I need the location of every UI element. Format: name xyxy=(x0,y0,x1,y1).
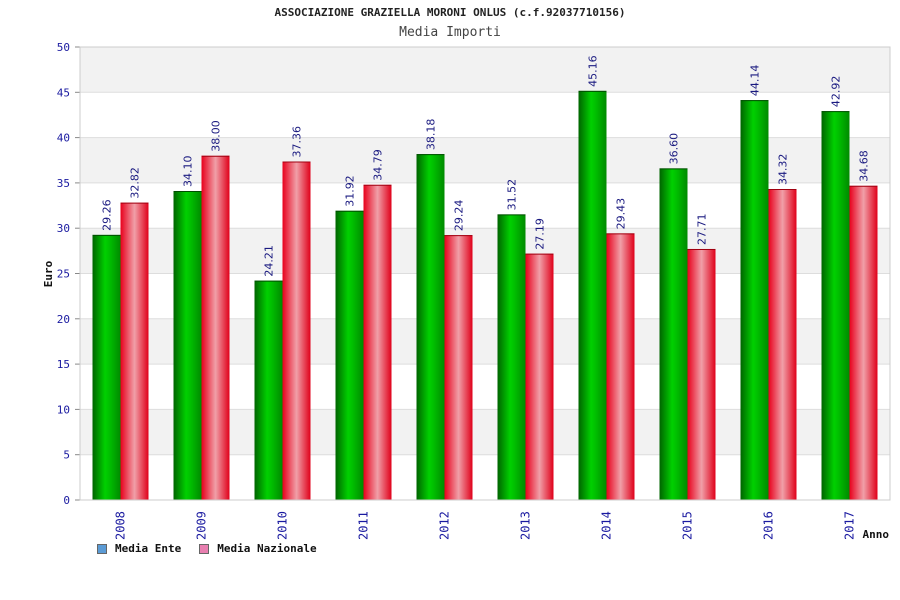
data-label: 38.18 xyxy=(425,119,438,151)
x-tick-label: 2016 xyxy=(762,511,776,540)
bar-media-ente xyxy=(173,191,202,500)
bar-media-ente xyxy=(740,100,769,500)
legend-swatch-media-nazionale xyxy=(199,543,210,554)
bar-media-ente xyxy=(821,111,850,500)
data-label: 34.79 xyxy=(372,149,385,181)
x-tick-label: 2009 xyxy=(195,511,209,540)
x-tick-label: 2008 xyxy=(114,511,128,540)
legend-item-media-ente: Media Ente xyxy=(97,542,181,555)
data-label: 29.24 xyxy=(453,200,466,232)
chart-title: ASSOCIAZIONE GRAZIELLA MORONI ONLUS (c.f… xyxy=(274,6,626,19)
data-label: 45.16 xyxy=(587,55,600,87)
y-tick-label: 25 xyxy=(57,268,70,281)
y-tick-label: 0 xyxy=(63,494,70,507)
x-axis-label: Anno xyxy=(863,528,890,541)
x-tick-label: 2017 xyxy=(843,511,857,540)
legend: Media Ente Media Nazionale xyxy=(97,542,317,555)
y-axis-label: Euro xyxy=(42,260,55,287)
chart-subtitle: Media Importi xyxy=(399,25,501,40)
bar-media-ente xyxy=(335,210,364,500)
y-tick-label: 5 xyxy=(63,449,70,462)
data-label: 31.52 xyxy=(506,179,519,211)
bar-media-ente xyxy=(659,168,688,501)
axes: 0 5 10 15 20 25 30 35 40 45 50 2008 2009 2010 2011 2012… xyxy=(57,41,891,540)
bar-media-ente xyxy=(578,90,607,500)
data-label: 44.14 xyxy=(749,65,762,97)
data-label: 24.21 xyxy=(263,245,276,277)
y-tick-label: 50 xyxy=(57,41,70,54)
data-label: 38.00 xyxy=(210,120,223,152)
x-tick-label: 2013 xyxy=(519,511,533,540)
y-tick-label: 10 xyxy=(57,403,70,416)
bar-media-nazionale xyxy=(120,202,149,500)
data-labels: 29.26 32.82 34.10 38.00 24.21 37.36 31.92 34.79… xyxy=(101,55,871,276)
data-label: 34.32 xyxy=(777,154,790,186)
bar-media-ente xyxy=(254,280,283,500)
y-tick-label: 45 xyxy=(57,86,70,99)
y-tick-label: 35 xyxy=(57,177,70,190)
y-tick-label: 15 xyxy=(57,358,70,371)
legend-label: Media Ente xyxy=(115,542,182,555)
bar-media-nazionale xyxy=(201,155,230,500)
data-label: 32.82 xyxy=(129,167,142,199)
y-tick-label: 30 xyxy=(57,222,70,235)
data-label: 34.68 xyxy=(858,150,871,182)
bar-media-nazionale xyxy=(606,233,635,500)
bar-media-nazionale xyxy=(282,161,311,500)
data-label: 27.19 xyxy=(534,218,547,250)
y-tick-label: 20 xyxy=(57,313,70,326)
bar-media-nazionale xyxy=(687,248,716,500)
bar-media-ente xyxy=(416,154,445,500)
data-label: 36.60 xyxy=(668,133,681,165)
legend-label: Media Nazionale xyxy=(217,542,317,555)
x-tick-label: 2012 xyxy=(438,511,452,540)
plot-frame xyxy=(79,46,891,501)
legend-item-media-nazionale: Media Nazionale xyxy=(199,542,317,555)
bar-media-nazionale xyxy=(444,235,473,500)
bars xyxy=(92,90,878,501)
data-label: 27.71 xyxy=(696,213,709,245)
bar-media-ente xyxy=(497,214,526,500)
bar-media-nazionale xyxy=(849,185,878,500)
bar-media-nazionale xyxy=(768,189,797,501)
data-label: 31.92 xyxy=(344,175,357,207)
bar-media-nazionale xyxy=(363,184,392,500)
x-tick-label: 2014 xyxy=(600,511,614,540)
data-label: 42.92 xyxy=(830,76,843,108)
grid-band xyxy=(80,47,890,93)
bar-media-nazionale xyxy=(525,253,554,500)
data-label: 29.43 xyxy=(615,198,628,230)
y-tick-label: 40 xyxy=(57,132,70,145)
x-tick-label: 2010 xyxy=(276,511,290,540)
data-label: 29.26 xyxy=(101,199,114,231)
bar-media-ente xyxy=(92,234,121,500)
x-tick-label: 2011 xyxy=(357,511,371,540)
data-label: 37.36 xyxy=(291,126,304,158)
data-label: 34.10 xyxy=(182,156,195,188)
x-tick-label: 2015 xyxy=(681,511,695,540)
legend-swatch-media-ente xyxy=(97,543,107,554)
